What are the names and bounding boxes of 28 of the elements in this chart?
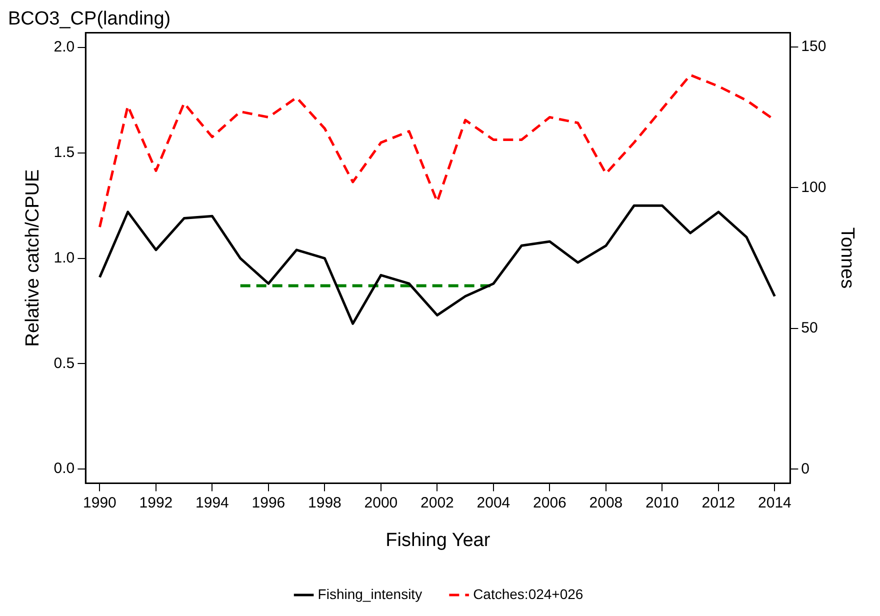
- x-tick-label: 2004: [476, 494, 510, 512]
- y-tick-label: 2.0: [54, 38, 75, 56]
- x-tick-label: 1996: [252, 494, 286, 512]
- y2-tick-label: 150: [801, 38, 826, 56]
- x-tick-label: 2008: [589, 494, 623, 512]
- y2-tick-label: 100: [801, 178, 826, 196]
- x-tick-label: 2010: [646, 494, 679, 512]
- y-axis-title: Relative catch/CPUE: [22, 169, 44, 347]
- legend-label: Catches:024+026: [473, 586, 584, 602]
- x-tick-label: 1992: [139, 494, 173, 512]
- x-tick-label: 2012: [702, 494, 736, 512]
- x-tick-label: 1990: [83, 494, 116, 512]
- y2-tick-label: 0: [801, 460, 810, 478]
- x-tick-label: 2000: [364, 494, 398, 512]
- y-tick-label: 0.0: [54, 460, 75, 478]
- x-tick-label: 2006: [533, 494, 566, 512]
- y-tick-label: 1.5: [54, 144, 75, 162]
- x-tick-label: 2014: [758, 494, 792, 512]
- y2-tick-label: 50: [801, 320, 818, 337]
- y-tick-label: 1.0: [54, 249, 75, 266]
- chart-title: BCO3_CP(landing): [8, 8, 171, 30]
- x-axis-title: Fishing Year: [386, 530, 491, 551]
- y-tick-label: 0.5: [54, 354, 75, 372]
- x-tick-label: 2002: [420, 494, 454, 512]
- x-tick-label: 1998: [308, 494, 342, 512]
- y2-axis-title: Tonnes: [836, 227, 858, 289]
- x-tick-label: 1994: [196, 494, 229, 512]
- legend-label: Fishing_intensity: [318, 586, 422, 602]
